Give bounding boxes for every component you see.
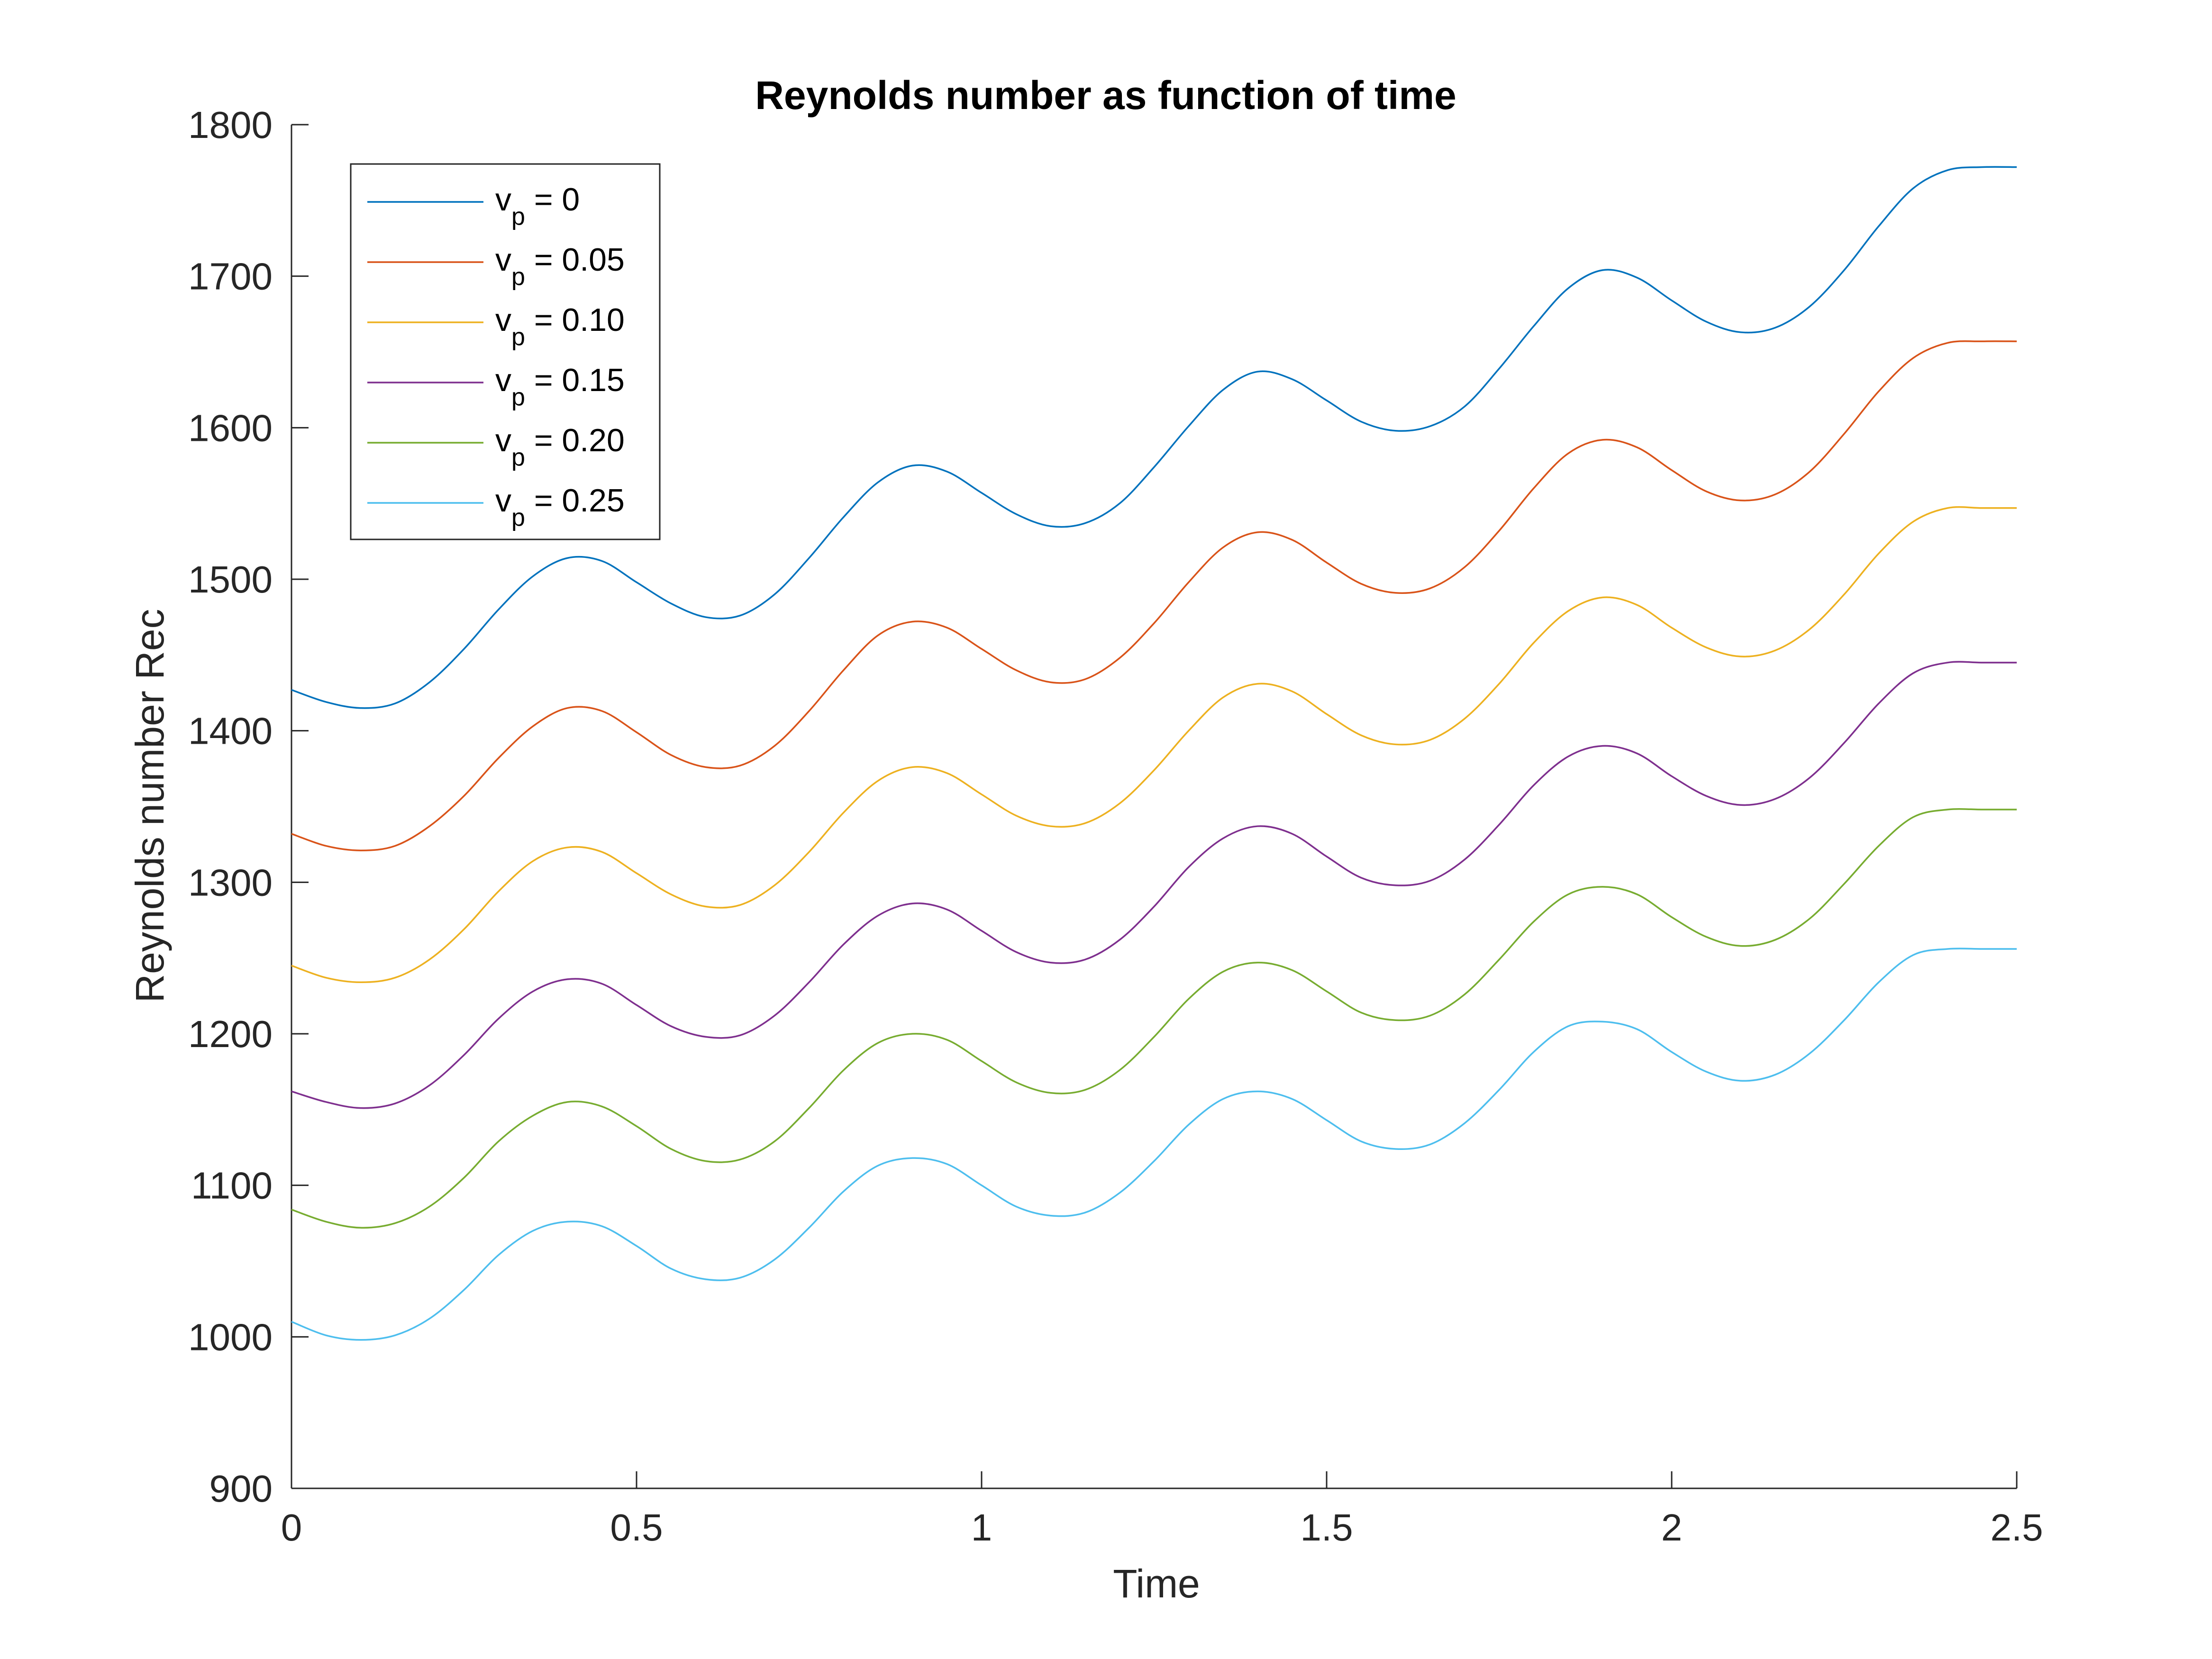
series-line-0 bbox=[291, 166, 2017, 709]
x-tick-label: 0 bbox=[281, 1506, 302, 1549]
y-tick-label: 1400 bbox=[188, 710, 273, 752]
x-tick-label: 2 bbox=[1661, 1506, 1683, 1549]
legend-entry-symbol: v bbox=[495, 182, 511, 218]
series-line-4 bbox=[291, 808, 2017, 1229]
legend-entry-value: = 0.25 bbox=[525, 483, 625, 519]
y-tick-label: 1200 bbox=[188, 1013, 273, 1055]
series-line-5 bbox=[291, 948, 2017, 1341]
legend-entry-value: = 0 bbox=[525, 182, 580, 218]
x-tick-label: 2.5 bbox=[1990, 1506, 2043, 1549]
legend-box bbox=[350, 163, 661, 540]
legend-entry-2: vp = 0.10 bbox=[495, 302, 625, 351]
legend-entry-value: = 0.05 bbox=[525, 242, 625, 278]
legend-entry-subscript: p bbox=[511, 203, 525, 230]
y-tick-label: 1300 bbox=[188, 861, 273, 903]
x-tick-label: 0.5 bbox=[610, 1506, 663, 1549]
legend-entry-subscript: p bbox=[511, 504, 525, 531]
legend-entry-subscript: p bbox=[511, 383, 525, 411]
legend-entry-value: = 0.20 bbox=[525, 422, 625, 458]
legend-entry-0: vp = 0 bbox=[495, 182, 580, 230]
y-tick-label: 1600 bbox=[188, 407, 273, 449]
y-tick-label: 1800 bbox=[188, 104, 273, 146]
legend-entry-symbol: v bbox=[495, 242, 511, 278]
legend-entry-subscript: p bbox=[511, 263, 525, 291]
y-tick-label: 1100 bbox=[191, 1165, 273, 1207]
series-line-3 bbox=[291, 661, 2017, 1109]
axes: 0 0.5 1 1.5 2 2.5 900 1000 1100 1200 1300 1400 1500 1… bbox=[188, 104, 2043, 1549]
y-tick-label: 1000 bbox=[188, 1316, 273, 1358]
legend-entry-value: = 0.10 bbox=[525, 302, 625, 338]
legend-entry-symbol: v bbox=[495, 362, 511, 398]
legend-entry-value: = 0.15 bbox=[525, 362, 625, 398]
series-line-1 bbox=[291, 340, 2017, 851]
legend-entry-1: vp = 0.05 bbox=[495, 242, 625, 291]
x-axis-title: Time bbox=[1113, 1561, 1200, 1606]
legend-entry-subscript: p bbox=[511, 444, 525, 471]
x-tick-label: 1.5 bbox=[1300, 1506, 1353, 1549]
y-axis-title: Reynolds number Rec bbox=[127, 609, 172, 1003]
legend-entry-symbol: v bbox=[495, 483, 511, 519]
legend-entry-symbol: v bbox=[495, 302, 511, 338]
series-lines bbox=[291, 166, 2017, 1341]
legend-entry-symbol: v bbox=[495, 422, 511, 458]
y-tick-label: 1700 bbox=[188, 255, 273, 298]
series-line-2 bbox=[291, 506, 2017, 984]
legend-entry-subscript: p bbox=[511, 323, 525, 351]
legend-entry-5: vp = 0.25 bbox=[495, 483, 625, 531]
y-tick-label: 900 bbox=[209, 1468, 273, 1510]
legend-entry-3: vp = 0.15 bbox=[495, 362, 625, 411]
y-tick-label: 1500 bbox=[188, 558, 273, 601]
chart-title: Reynolds number as function of time bbox=[755, 73, 1456, 118]
x-tick-label: 1 bbox=[971, 1506, 992, 1549]
legend-entry-4: vp = 0.20 bbox=[495, 422, 625, 471]
